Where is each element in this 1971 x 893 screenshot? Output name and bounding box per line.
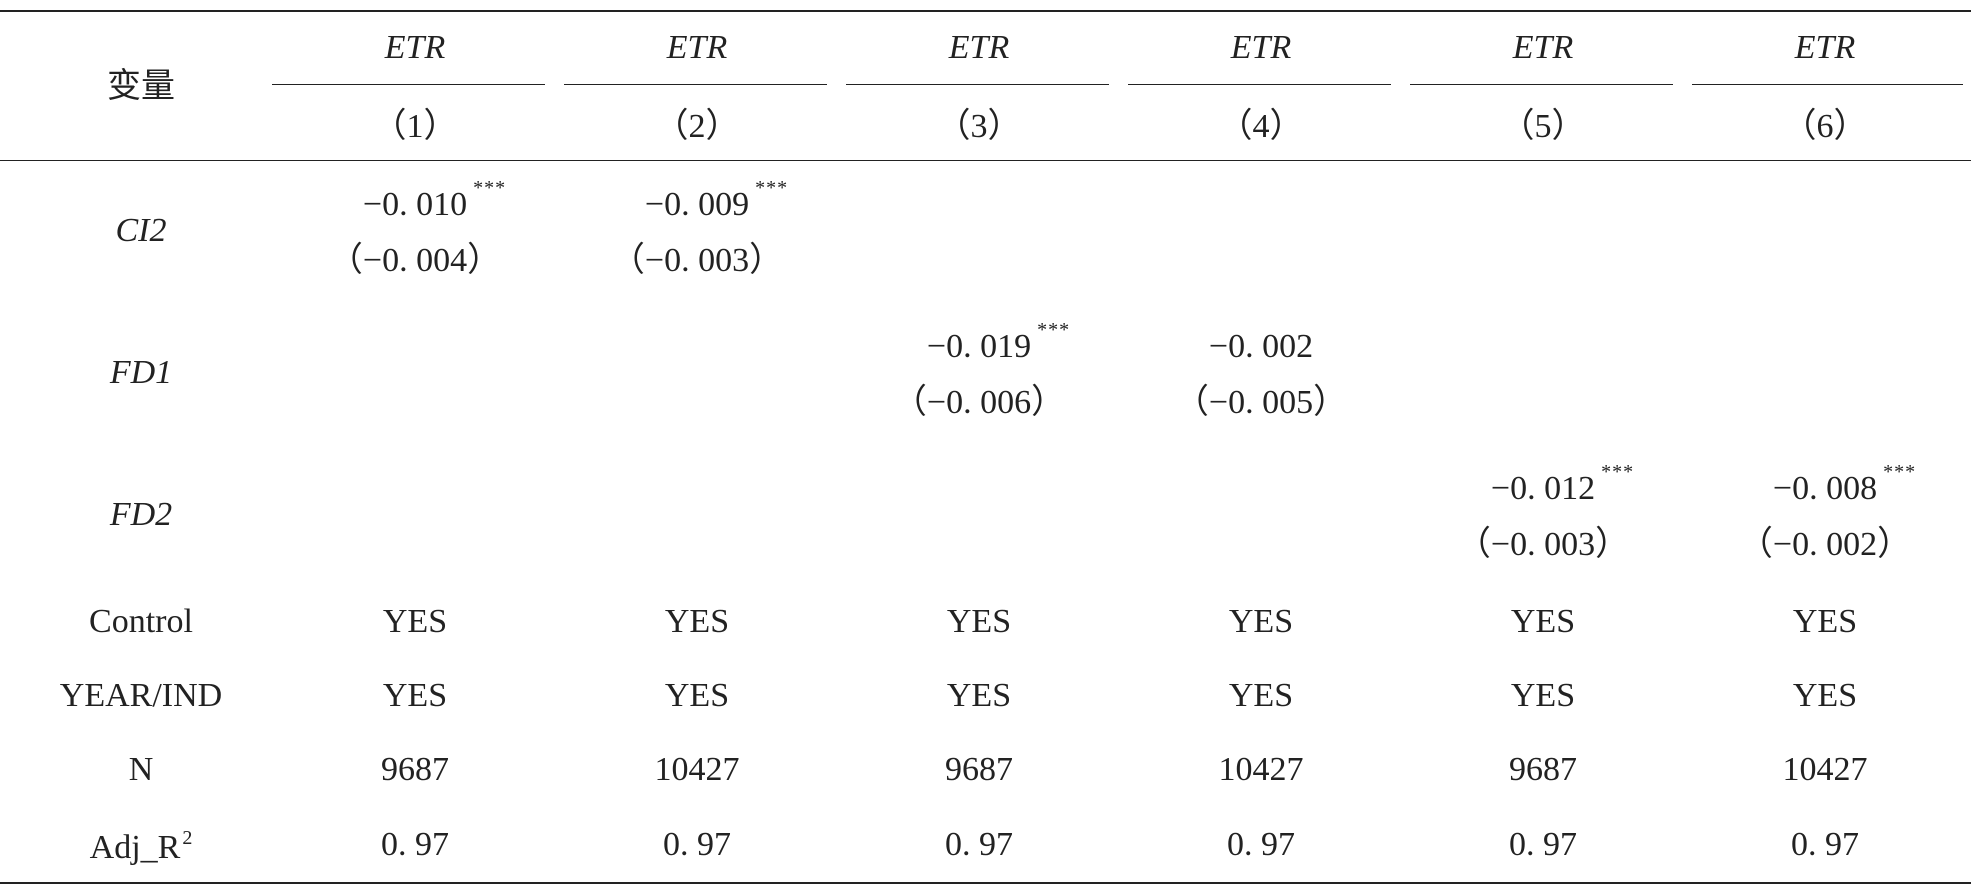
stat-value: YES <box>1228 677 1294 714</box>
coefficient-value: −0. 010 *** <box>362 178 505 223</box>
stat-row-label-text: N <box>128 751 154 788</box>
coefficient-number: −0. 019 <box>926 328 1032 365</box>
coefficient-cell: −0. 002 <box>1061 330 1461 364</box>
coefficient-value: −0. 002 <box>1209 330 1313 364</box>
stat-value: 10427 <box>1782 751 1868 788</box>
coefficient-cell: −0. 012 *** <box>1343 462 1743 507</box>
stat-value: YES <box>1792 603 1858 640</box>
header-subrule <box>272 84 545 85</box>
header-bottom-rule <box>0 160 1971 161</box>
stat-value: YES <box>382 603 448 640</box>
column-number: （4） <box>1218 108 1304 145</box>
header-subrule <box>564 84 827 85</box>
coefficient-value: −0. 009 *** <box>644 178 787 223</box>
stat-value: 0. 97 <box>663 826 731 863</box>
stat-value: 0. 97 <box>1227 826 1295 863</box>
header-subrule <box>1128 84 1391 85</box>
stat-value: YES <box>1792 677 1858 714</box>
coefficient-value: −0. 019 *** <box>926 320 1069 365</box>
coefficient-number: −0. 009 <box>644 186 750 223</box>
significance-stars: *** <box>1883 461 1917 483</box>
variable-label: FD1 <box>109 354 173 391</box>
coefficient-number: −0. 010 <box>362 186 468 223</box>
stat-row-label-text: Control <box>89 603 193 640</box>
coefficient-cell: −0. 010 *** <box>215 178 615 223</box>
stat-value: YES <box>382 677 448 714</box>
column-dep-var: ETR <box>1512 29 1574 66</box>
column-number: （5） <box>1500 108 1586 145</box>
coefficient-number: −0. 008 <box>1772 470 1878 507</box>
stat-value: YES <box>946 603 1012 640</box>
significance-stars: *** <box>755 177 789 199</box>
stat-value: YES <box>946 677 1012 714</box>
coefficient-cell: −0. 009 *** <box>497 178 897 223</box>
standard-error-cell: （−0. 004） <box>328 242 502 279</box>
column-dep-var: ETR <box>1794 29 1856 66</box>
coefficient-number: −0. 002 <box>1208 328 1314 365</box>
header-subrule <box>1410 84 1673 85</box>
variable-label: CI2 <box>115 212 167 249</box>
standard-error-cell: （−0. 002） <box>1738 526 1912 563</box>
bottom-rule <box>0 882 1971 884</box>
stat-row-label: Adj_R 2 <box>0 827 341 865</box>
significance-stars: *** <box>473 177 507 199</box>
significance-stars: *** <box>1037 319 1071 341</box>
corner-label: 变量 <box>107 68 175 105</box>
coefficient-number: −0. 012 <box>1490 470 1596 507</box>
stat-value: 9687 <box>1509 751 1577 788</box>
stat-row-label: YEAR/IND <box>0 679 341 713</box>
column-number: （1） <box>372 108 458 145</box>
significance-stars: *** <box>1601 461 1635 483</box>
stat-value: 9687 <box>945 751 1013 788</box>
stat-row-label: N <box>0 753 341 787</box>
header-subrule <box>1692 84 1963 85</box>
stat-row-label-text: YEAR/IND <box>59 677 223 714</box>
stat-value: YES <box>664 677 730 714</box>
stat-value: 0. 97 <box>381 826 449 863</box>
column-dep-var: ETR <box>666 29 728 66</box>
column-dep-var: ETR <box>1230 29 1292 66</box>
stat-value: 10427 <box>1218 751 1304 788</box>
stat-value: YES <box>1510 677 1576 714</box>
stat-value: 0. 97 <box>945 826 1013 863</box>
coefficient-cell: −0. 019 *** <box>779 320 1179 365</box>
stat-row-label-superscript: 2 <box>182 827 193 849</box>
coefficient-cell: −0. 008 *** <box>1625 462 1971 507</box>
coefficient-value: −0. 008 *** <box>1772 462 1915 507</box>
stat-value: YES <box>1510 603 1576 640</box>
column-number: （2） <box>654 108 740 145</box>
standard-error-cell: （−0. 003） <box>610 242 784 279</box>
coefficient-value: −0. 012 *** <box>1490 462 1633 507</box>
stat-row-label: Control <box>0 605 341 639</box>
stat-value: YES <box>664 603 730 640</box>
standard-error-cell: （−0. 006） <box>892 384 1066 421</box>
column-number: （6） <box>1782 108 1868 145</box>
variable-label: FD2 <box>109 496 173 533</box>
stat-value: YES <box>1228 603 1294 640</box>
column-number: （3） <box>936 108 1022 145</box>
stat-value: 0. 97 <box>1791 826 1859 863</box>
standard-error-cell: （−0. 003） <box>1456 526 1630 563</box>
stat-value: 0. 97 <box>1509 826 1577 863</box>
stat-value: 10427 <box>654 751 740 788</box>
column-dep-var: ETR <box>948 29 1010 66</box>
stat-value: 9687 <box>381 751 449 788</box>
stat-row-label-text: Adj_R <box>89 829 181 866</box>
top-rule <box>0 10 1971 12</box>
header-subrule <box>846 84 1109 85</box>
column-dep-var: ETR <box>384 29 446 66</box>
standard-error-cell: （−0. 005） <box>1174 384 1348 421</box>
